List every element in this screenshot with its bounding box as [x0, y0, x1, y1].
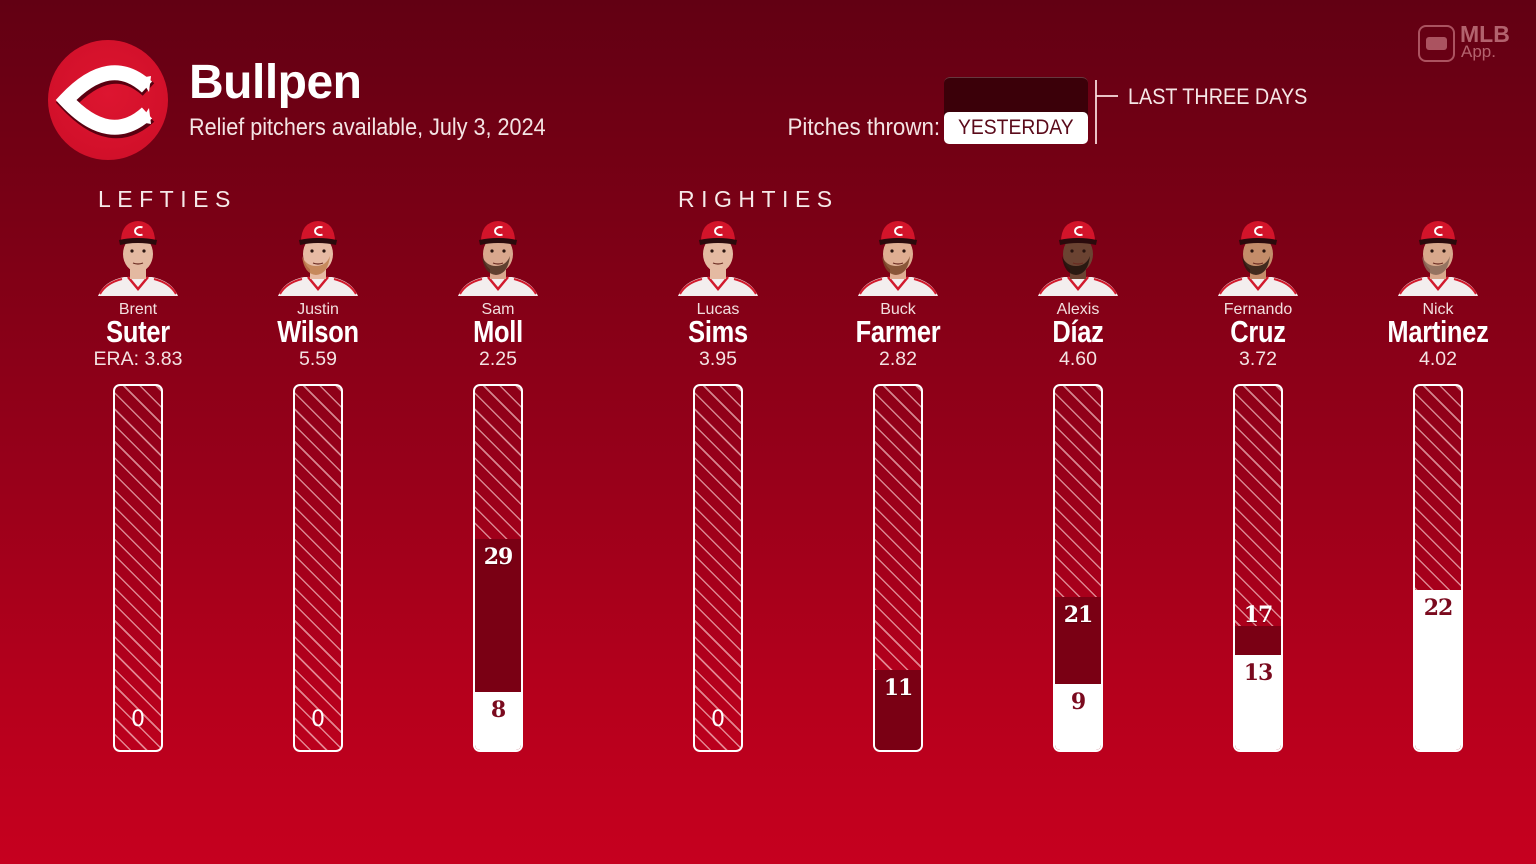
pitch-bar: 0 [693, 384, 743, 752]
player-last-name: Sims [688, 314, 748, 349]
bar-value-label: 0 [131, 707, 145, 732]
player-first-name: Fernando [1223, 301, 1293, 318]
bar-value-yesterday: 22 [1423, 594, 1454, 621]
player-headshot [856, 218, 940, 296]
player-column-martinez: Nick Martinez 4.02 22 [1348, 0, 1528, 864]
player-last-name: Martinez [1387, 314, 1489, 349]
player-era: 2.25 [479, 348, 517, 370]
player-last-name: Díaz [1052, 314, 1104, 349]
page-title: Bullpen [189, 56, 362, 109]
bar-segment-yesterday [1415, 589, 1461, 750]
bar-segment-yesterday [1055, 684, 1101, 750]
player-era: 4.02 [1419, 348, 1457, 370]
player-last-name: Moll [473, 314, 523, 349]
pitch-bar: 9 21 [1053, 384, 1103, 752]
player-column-cruz: Fernando Cruz 3.72 13 17 [1168, 0, 1348, 864]
legend-bracket-tick [1096, 95, 1118, 97]
player-era: ERA: 3.83 [93, 348, 183, 370]
player-first-name: Sam [481, 301, 515, 318]
player-headshot [276, 218, 360, 296]
page-subtitle: Relief pitchers available, July 3, 2024 [189, 114, 546, 141]
legend-yesterday-label: YESTERDAY [958, 116, 1074, 139]
bar-value-yesterday: 8 [490, 696, 506, 723]
player-column-daz: Alexis Díaz 4.60 9 21 [988, 0, 1168, 864]
player-column-farmer: Buck Farmer 2.82 11 [808, 0, 988, 864]
player-last-name: Cruz [1230, 314, 1286, 349]
brand-name: MLB [1460, 21, 1510, 47]
bar-value-label: 0 [311, 707, 325, 732]
bar-segment-yesterday [475, 691, 521, 750]
bar-segment-yesterday [1235, 655, 1281, 750]
player-first-name: Nick [1422, 301, 1454, 318]
group-label-lefties: LEFTIES [98, 186, 237, 212]
mlb-logo-shape [1426, 37, 1447, 50]
player-era: 3.72 [1239, 348, 1277, 370]
bar-value-label: 0 [711, 707, 725, 732]
player-first-name: Buck [880, 301, 916, 318]
team-logo [48, 40, 168, 160]
legend-last-three-days-label: LAST THREE DAYS [1128, 84, 1308, 109]
legend-swatch-last-three-days [944, 77, 1088, 117]
bar-value-last-three-days: 29 [483, 543, 514, 570]
pitch-bar: 0 [113, 384, 163, 752]
bar-value-yesterday: 13 [1243, 660, 1274, 687]
pitch-bar: 11 [873, 384, 923, 752]
bar-value-last-three-days: 17 [1243, 602, 1274, 629]
player-era: 4.60 [1059, 348, 1097, 370]
player-first-name: Lucas [696, 301, 740, 318]
pitch-bar: 0 [293, 384, 343, 752]
player-era: 5.59 [299, 348, 337, 370]
player-column-moll: Sam Moll 2.25 8 29 [408, 0, 588, 864]
legend-label: Pitches thrown: [787, 114, 940, 141]
bar-value-last-three-days: 11 [883, 674, 914, 701]
player-headshot [676, 218, 760, 296]
bar-value-last-three-days: 21 [1063, 602, 1094, 629]
player-last-name: Suter [106, 314, 170, 349]
player-headshot [456, 218, 540, 296]
player-column-suter: Brent Suter ERA: 3.83 0 [48, 0, 228, 864]
player-column-sims: Lucas Sims 3.95 0 [628, 0, 808, 864]
player-column-wilson: Justin Wilson 5.59 0 [228, 0, 408, 864]
player-last-name: Wilson [277, 314, 359, 349]
player-first-name: Alexis [1056, 301, 1100, 318]
brand-app-label: App. [1461, 42, 1496, 61]
player-headshot [96, 218, 180, 296]
player-headshot [1216, 218, 1300, 296]
pitch-bar: 8 29 [473, 384, 523, 752]
pitch-bar: 13 17 [1233, 384, 1283, 752]
player-headshot [1036, 218, 1120, 296]
reds-c-logo-icon [55, 65, 155, 139]
mlb-batter-logo-icon [1418, 25, 1455, 62]
group-label-righties: RIGHTIES [678, 186, 839, 212]
player-headshot [1396, 218, 1480, 296]
pitch-bar: 22 [1413, 384, 1463, 752]
bar-value-yesterday: 9 [1070, 689, 1086, 716]
player-first-name: Brent [118, 301, 158, 318]
player-era: 2.82 [879, 348, 917, 370]
legend-swatch-yesterday: YESTERDAY [944, 112, 1088, 144]
player-last-name: Farmer [855, 314, 941, 349]
legend-bracket-line [1095, 80, 1097, 144]
bar-segment-last-three-days [875, 669, 921, 750]
player-first-name: Justin [297, 301, 339, 318]
player-era: 3.95 [699, 348, 737, 370]
